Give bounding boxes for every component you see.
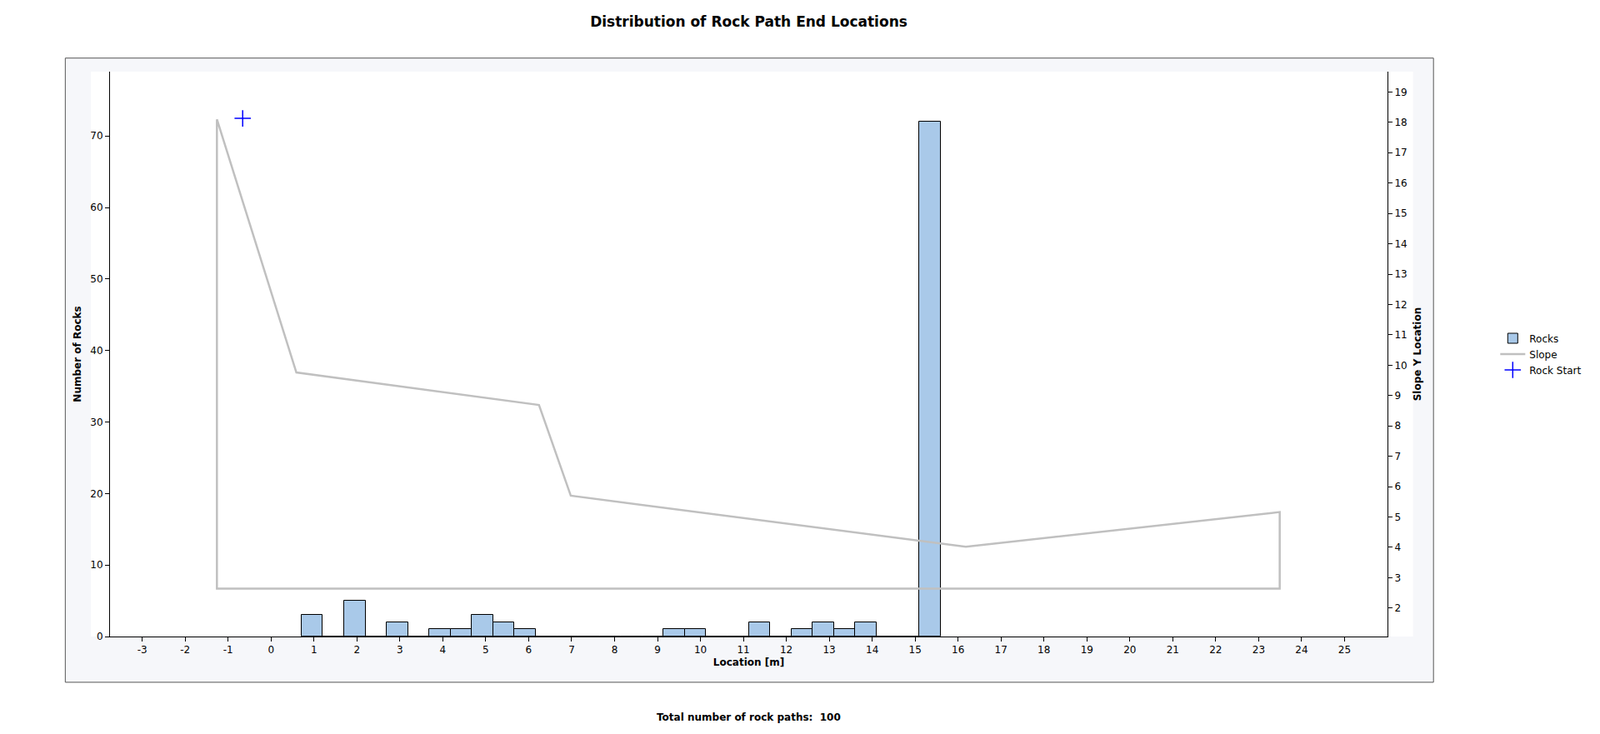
svg-text:14: 14 [865, 644, 879, 656]
svg-text:Slope: Slope [1529, 349, 1557, 361]
svg-text:6: 6 [525, 644, 533, 656]
svg-text:50: 50 [90, 273, 103, 285]
svg-text:1: 1 [310, 644, 318, 656]
svg-text:0: 0 [267, 644, 275, 656]
svg-text:20: 20 [90, 488, 103, 500]
svg-text:Distribution of Rock Path End: Distribution of Rock Path End Locations [590, 13, 908, 30]
svg-text:12: 12 [780, 644, 793, 656]
svg-text:Total number of rock paths: 1: Total number of rock paths: 100 [656, 711, 841, 724]
svg-text:0: 0 [96, 630, 104, 643]
svg-text:22: 22 [1209, 644, 1222, 656]
svg-text:9: 9 [654, 644, 661, 656]
svg-text:Slope Y Location: Slope Y Location [1411, 307, 1424, 402]
svg-text:30: 30 [90, 416, 103, 429]
svg-text:-1: -1 [223, 644, 234, 656]
svg-text:16: 16 [1394, 177, 1407, 190]
svg-text:14: 14 [1394, 238, 1407, 250]
svg-text:20: 20 [1123, 644, 1136, 656]
svg-text:Rocks: Rocks [1529, 333, 1559, 345]
svg-text:18: 18 [1394, 116, 1407, 129]
svg-text:15: 15 [909, 644, 922, 656]
svg-text:16: 16 [951, 644, 965, 656]
svg-text:25: 25 [1338, 644, 1351, 656]
svg-text:5: 5 [482, 644, 490, 656]
svg-text:13: 13 [822, 644, 835, 656]
svg-text:17: 17 [1394, 146, 1407, 159]
svg-text:3: 3 [1394, 572, 1401, 585]
svg-text:3: 3 [396, 644, 404, 656]
svg-text:60: 60 [90, 201, 103, 214]
svg-text:6: 6 [1394, 480, 1401, 493]
svg-text:23: 23 [1252, 644, 1265, 656]
svg-text:4: 4 [1394, 541, 1401, 554]
svg-text:24: 24 [1295, 644, 1308, 656]
svg-text:2: 2 [353, 644, 360, 656]
svg-text:7: 7 [568, 644, 575, 656]
svg-text:9: 9 [1394, 390, 1401, 402]
svg-text:7: 7 [1394, 450, 1401, 463]
svg-text:10: 10 [90, 559, 103, 571]
svg-text:18: 18 [1037, 644, 1050, 656]
svg-text:Number of Rocks: Number of Rocks [71, 305, 84, 402]
svg-text:-3: -3 [137, 644, 148, 656]
svg-text:11: 11 [736, 644, 750, 656]
svg-text:70: 70 [90, 130, 103, 142]
svg-text:19: 19 [1080, 644, 1094, 656]
svg-text:4: 4 [440, 644, 447, 656]
svg-text:-2: -2 [180, 644, 190, 656]
svg-text:5: 5 [1394, 511, 1401, 524]
svg-text:17: 17 [995, 644, 1008, 656]
svg-text:40: 40 [90, 345, 103, 357]
svg-text:21: 21 [1166, 644, 1180, 656]
svg-text:Location [m]: Location [m] [713, 656, 785, 669]
svg-text:10: 10 [1394, 360, 1407, 372]
svg-text:15: 15 [1394, 207, 1407, 220]
svg-text:19: 19 [1394, 86, 1407, 99]
svg-text:Rock Start: Rock Start [1529, 365, 1581, 377]
svg-text:12: 12 [1394, 299, 1407, 311]
svg-text:8: 8 [1394, 420, 1401, 432]
svg-text:8: 8 [611, 644, 619, 656]
svg-text:10: 10 [694, 644, 707, 656]
svg-text:13: 13 [1394, 268, 1407, 280]
svg-text:2: 2 [1394, 602, 1401, 615]
svg-text:11: 11 [1394, 329, 1407, 341]
